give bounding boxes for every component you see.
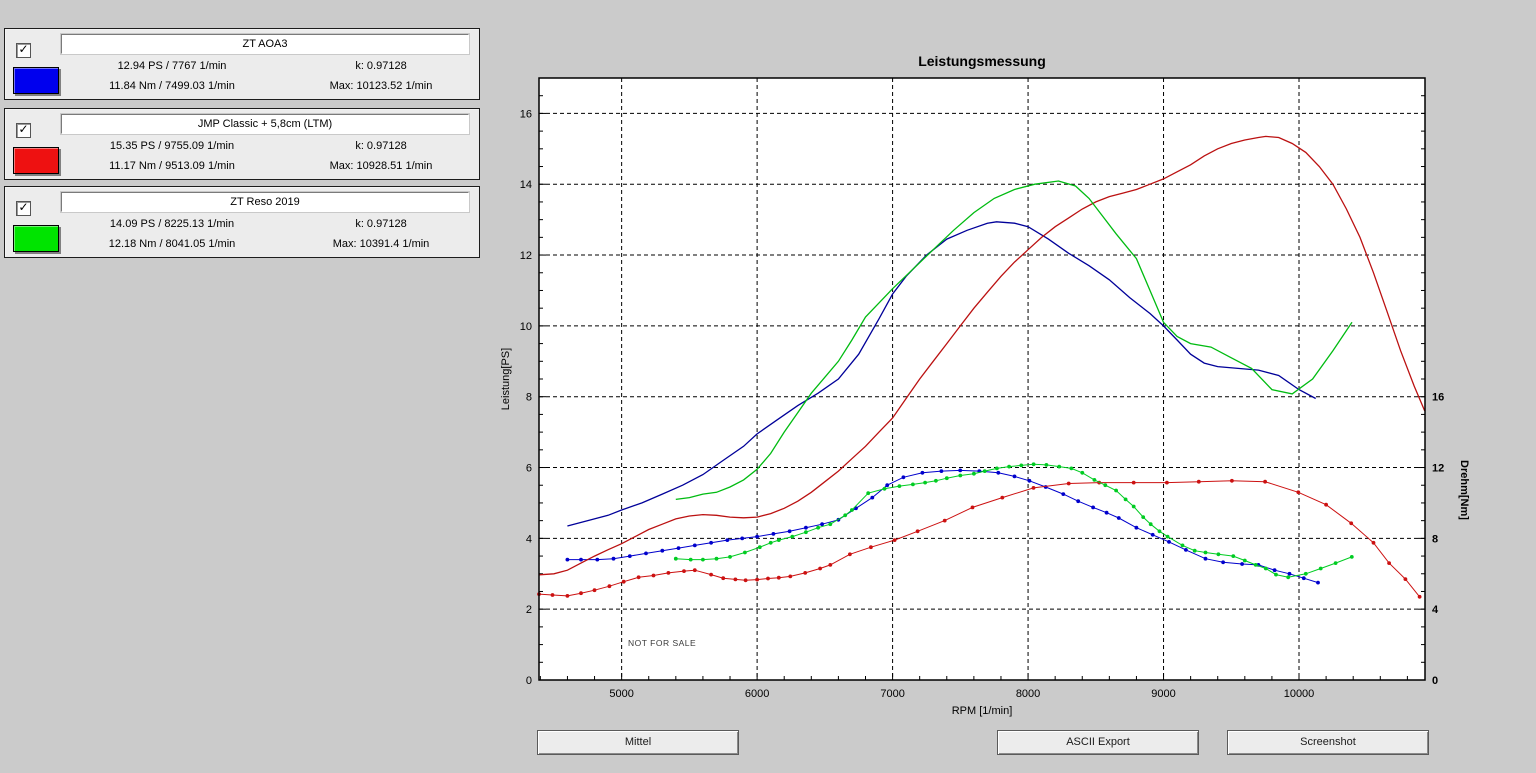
x-tick-label: 9000 bbox=[1151, 688, 1175, 700]
run2-power-stat: 15.35 PS / 9755.09 1/min bbox=[109, 140, 235, 152]
mittel-button[interactable]: Mittel bbox=[537, 730, 739, 755]
run2-torque-stat: 11.17 Nm / 9513.09 1/min bbox=[109, 160, 235, 172]
y-left-tick-label: 2 bbox=[526, 604, 532, 616]
x-tick-label: 6000 bbox=[745, 688, 769, 700]
torque-curve ZT Reso 2019 Drehmoment bbox=[675, 463, 1352, 578]
y-left-tick-label: 16 bbox=[520, 108, 532, 120]
x-tick-label: 7000 bbox=[880, 688, 904, 700]
y-right-tick-label: 8 bbox=[1432, 533, 1438, 545]
screenshot-button[interactable]: Screenshot bbox=[1227, 730, 1429, 755]
y-left-tick-label: 4 bbox=[526, 533, 532, 545]
run1-k-stat: k: 0.97128 bbox=[355, 60, 407, 72]
x-tick-label: 10000 bbox=[1284, 688, 1315, 700]
y-left-tick-label: 10 bbox=[520, 321, 532, 333]
run3-color-swatch bbox=[13, 225, 59, 252]
watermark-text: NOT FOR SALE bbox=[628, 638, 696, 648]
power-curve JMP Classic + 5,8cm (LTM) Leistung bbox=[538, 135, 1426, 576]
run1-color-swatch bbox=[13, 67, 59, 94]
run3-name-field[interactable]: ZT Reso 2019 bbox=[60, 191, 470, 213]
chart-title: Leistungsmessung bbox=[918, 53, 1046, 69]
run3-torque-stat: 12.18 Nm / 8041.05 1/min bbox=[108, 238, 236, 250]
run1-visibility-checkbox[interactable]: ✓ bbox=[16, 43, 31, 58]
y-right-axis-label: Drehm[Nm] bbox=[1458, 460, 1470, 520]
run3-visibility-checkbox[interactable]: ✓ bbox=[16, 201, 31, 216]
y-right-tick-label: 12 bbox=[1432, 463, 1444, 475]
run3-maxrpm-stat: Max: 10391.4 1/min bbox=[332, 238, 430, 250]
y-left-axis-label: Leistung[PS] bbox=[500, 348, 512, 410]
run2-k-stat: k: 0.97128 bbox=[355, 140, 407, 152]
run2-visibility-checkbox[interactable]: ✓ bbox=[16, 123, 31, 138]
run-panel-1: ✓ ZT AOA3 12.94 PS / 7767 1/min k: 0.971… bbox=[4, 28, 480, 100]
y-left-tick-label: 8 bbox=[526, 392, 532, 404]
power-curve ZT Reso 2019 Leistung bbox=[675, 180, 1353, 501]
y-left-tick-label: 0 bbox=[526, 675, 532, 687]
run1-maxrpm-stat: Max: 10123.52 1/min bbox=[329, 80, 433, 92]
y-right-tick-label: 16 bbox=[1432, 392, 1444, 404]
dyno-chart-svg: 5000 6000 7000 8000 9000 10000 0 2 4 6 8 10 12 14 16 0 4… bbox=[500, 53, 1470, 717]
run2-maxrpm-stat: Max: 10928.51 1/min bbox=[329, 160, 433, 172]
x-tick-label: 8000 bbox=[1016, 688, 1040, 700]
power-curve ZT AOA3 Leistung bbox=[567, 221, 1317, 527]
run2-name-field[interactable]: JMP Classic + 5,8cm (LTM) bbox=[60, 113, 470, 135]
y-left-tick-label: 12 bbox=[520, 250, 532, 262]
y-left-tick-label: 6 bbox=[526, 463, 532, 475]
y-right-tick-label: 4 bbox=[1432, 604, 1439, 616]
run-panel-3: ✓ ZT Reso 2019 14.09 PS / 8225.13 1/min … bbox=[4, 186, 480, 258]
run2-color-swatch bbox=[13, 147, 59, 174]
run1-power-stat: 12.94 PS / 7767 1/min bbox=[117, 60, 227, 72]
run3-k-stat: k: 0.97128 bbox=[355, 218, 407, 230]
x-tick-label: 5000 bbox=[609, 688, 633, 700]
y-left-tick-label: 14 bbox=[520, 179, 532, 191]
ascii-export-button[interactable]: ASCII Export bbox=[997, 730, 1199, 755]
run1-name-field[interactable]: ZT AOA3 bbox=[60, 33, 470, 55]
dyno-chart: 5000 6000 7000 8000 9000 10000 0 2 4 6 8 10 12 14 16 0 4… bbox=[495, 40, 1505, 740]
run3-power-stat: 14.09 PS / 8225.13 1/min bbox=[109, 218, 235, 230]
y-right-tick-label: 0 bbox=[1432, 675, 1438, 687]
x-axis-label: RPM [1/min] bbox=[952, 705, 1013, 717]
run1-torque-stat: 11.84 Nm / 7499.03 1/min bbox=[109, 80, 235, 92]
run-panel-2: ✓ JMP Classic + 5,8cm (LTM) 15.35 PS / 9… bbox=[4, 108, 480, 180]
